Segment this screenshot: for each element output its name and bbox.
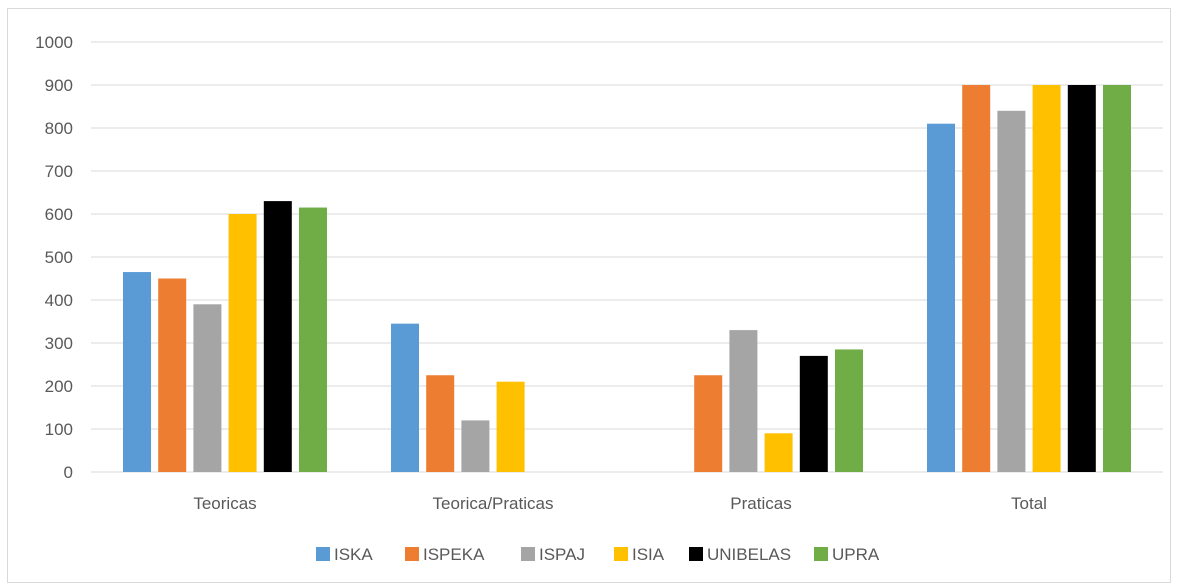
category-label: Total — [1011, 494, 1047, 513]
legend-label: ISKA — [334, 545, 373, 564]
y-tick-label: 500 — [45, 248, 73, 267]
bar — [694, 375, 723, 472]
y-tick-label: 400 — [45, 291, 73, 310]
bar — [426, 375, 455, 472]
legend-label: UNIBELAS — [707, 545, 791, 564]
bar — [228, 214, 257, 472]
bar — [764, 433, 793, 472]
bar — [1067, 85, 1096, 472]
bar — [263, 201, 292, 472]
category-label: Praticas — [730, 494, 791, 513]
y-tick-label: 100 — [45, 420, 73, 439]
bar — [927, 123, 955, 472]
legend-label: UPRA — [832, 545, 880, 564]
bar — [962, 85, 991, 472]
y-tick-label: 200 — [45, 377, 73, 396]
bar — [391, 323, 419, 472]
legend-swatch — [405, 547, 419, 561]
bar — [193, 304, 222, 472]
y-tick-label: 0 — [64, 463, 73, 482]
y-tick-label: 1000 — [35, 33, 73, 52]
legend-swatch — [814, 547, 828, 561]
legend-swatch — [614, 547, 628, 561]
y-tick-label: 900 — [45, 76, 73, 95]
legend-swatch — [316, 547, 330, 561]
bar — [496, 381, 525, 472]
bar — [1103, 85, 1131, 472]
legend-swatch — [689, 547, 703, 561]
bar — [997, 110, 1026, 473]
legend-label: ISIA — [632, 545, 665, 564]
legend-label: ISPEKA — [423, 545, 485, 564]
bar — [729, 330, 758, 472]
bar — [1032, 85, 1061, 472]
y-tick-label: 300 — [45, 334, 73, 353]
category-label: Teoricas — [193, 494, 256, 513]
bar — [299, 207, 327, 473]
legend-swatch — [521, 547, 535, 561]
category-label: Teorica/Praticas — [433, 494, 554, 513]
bar — [123, 272, 151, 472]
y-tick-label: 800 — [45, 119, 73, 138]
y-tick-label: 700 — [45, 162, 73, 181]
bar — [158, 278, 187, 472]
bar — [461, 420, 490, 472]
y-tick-label: 600 — [45, 205, 73, 224]
bar — [835, 349, 863, 472]
bar — [799, 355, 828, 472]
legend-label: ISPAJ — [539, 545, 585, 564]
